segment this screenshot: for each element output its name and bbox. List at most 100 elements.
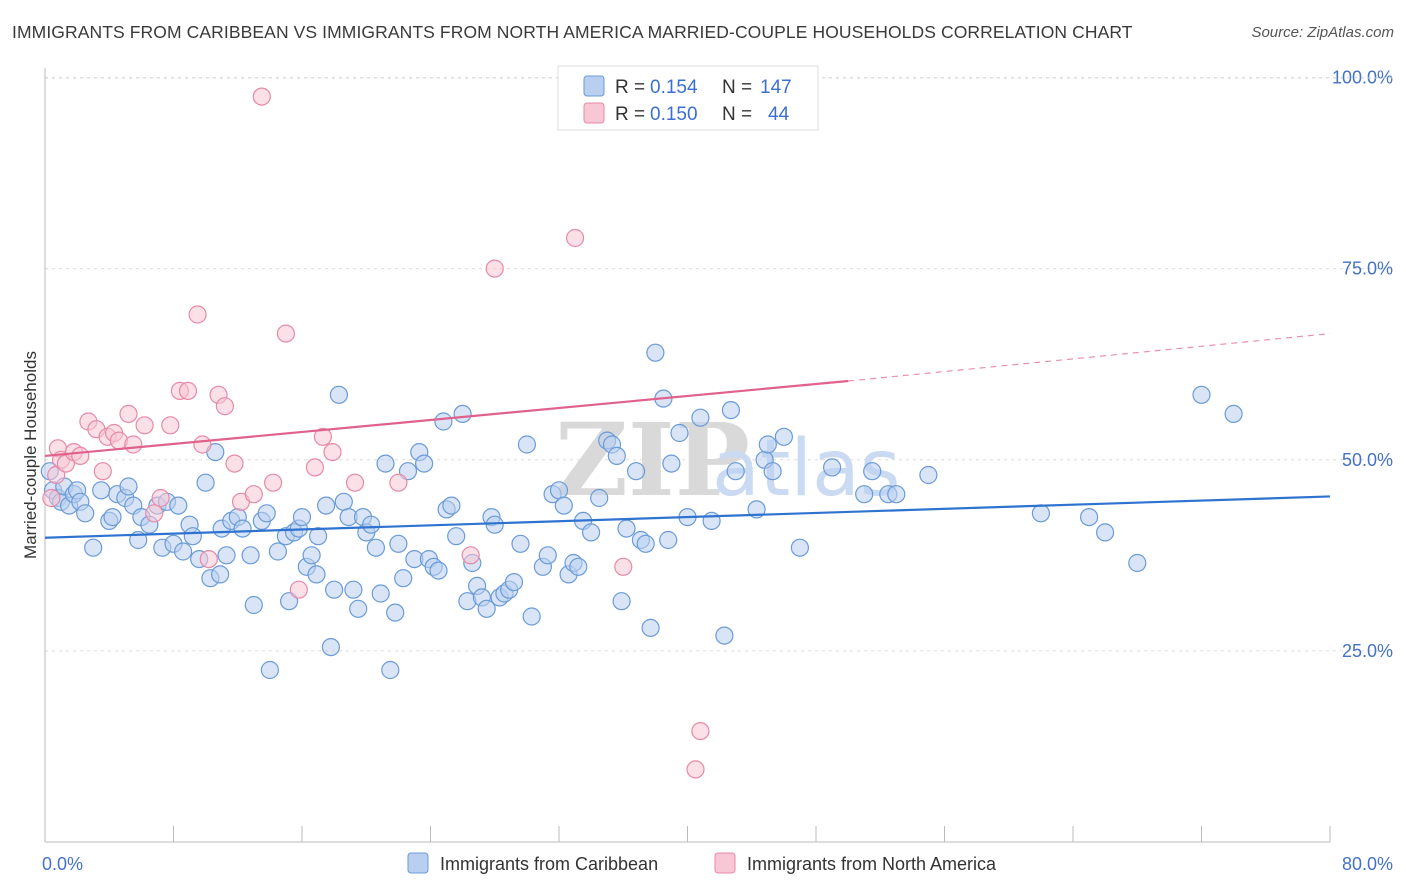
series-0-point-61 (349, 599, 368, 618)
series-0-point-28 (183, 527, 202, 546)
series-0-point-124 (691, 408, 710, 427)
series-0-point-79 (434, 412, 453, 431)
series-0-point-96 (517, 435, 537, 454)
series-0-point-146 (1224, 404, 1243, 423)
bottom-legend-swatch-caribbean (407, 852, 429, 874)
series-0-point-141 (1031, 504, 1051, 523)
series-0-point-143 (1095, 523, 1115, 542)
series-0-point-112 (612, 592, 631, 611)
series-0-point-55 (321, 637, 340, 657)
series-1-point-16 (145, 504, 164, 523)
series-0-point-38 (233, 519, 252, 538)
series-1-point-22 (193, 435, 212, 454)
series-1-point-35 (323, 443, 342, 462)
y-tick-label-0: 25.0% (1342, 641, 1393, 661)
series-1-point-15 (135, 416, 154, 435)
series-1-point-9 (93, 462, 112, 481)
series-0-point-58 (334, 492, 353, 511)
series-1-point-25 (215, 397, 234, 416)
x-tick-min: 0.0% (42, 854, 83, 874)
legend-swatch-north-america (583, 102, 605, 124)
bottom-legend-swatch-north-america (714, 852, 736, 874)
series-1-point-14 (124, 435, 143, 454)
series-0-point-70 (389, 534, 408, 553)
series-0-point-64 (362, 515, 381, 534)
bottom-legend-label-caribbean: Immigrants from Caribbean (440, 854, 658, 874)
bottom-legend: Immigrants from Caribbean Immigrants fro… (407, 852, 997, 874)
series-0-point-145 (1192, 385, 1211, 404)
series-0-point-39 (241, 546, 260, 565)
series-0-point-105 (569, 557, 588, 576)
chart-title: IMMIGRANTS FROM CARIBBEAN VS IMMIGRANTS … (12, 22, 1133, 42)
series-0-point-68 (381, 660, 400, 680)
series-0-point-132 (763, 462, 782, 481)
series-0-point-125 (702, 511, 721, 531)
series-0-point-136 (855, 485, 874, 504)
series-0-point-108 (590, 488, 609, 508)
series-0-point-60 (344, 580, 363, 599)
series-0-point-101 (549, 481, 569, 500)
series-0-point-135 (822, 458, 842, 477)
top-legend: R = 0.154 N = 147 R = 0.150 N = 44 (557, 65, 819, 131)
legend-r-value-caribbean: 0.154 (650, 77, 698, 98)
series-0-points (40, 343, 1243, 680)
series-0-point-102 (554, 496, 573, 515)
series-0-point-13 (103, 507, 122, 527)
series-1-point-37 (389, 473, 408, 492)
series-0-point-128 (726, 462, 745, 481)
watermark-zip: ZIP (555, 401, 750, 519)
series-0-point-122 (670, 423, 689, 443)
series-1-point-38 (461, 546, 480, 565)
series-0-point-139 (887, 485, 906, 504)
legend-n-value-caribbean: 147 (760, 77, 792, 98)
series-0-point-49 (292, 507, 312, 527)
series-0-point-71 (394, 569, 413, 588)
series-0-point-82 (447, 527, 466, 546)
series-0-point-127 (721, 401, 741, 420)
series-0-point-53 (309, 527, 328, 546)
series-1-point-28 (244, 485, 263, 504)
series-0-point-51 (302, 546, 321, 565)
series-1-trendline (44, 379, 849, 458)
series-0-trendline (44, 495, 1331, 539)
series-0-point-56 (325, 580, 344, 599)
series-0-point-118 (646, 343, 665, 362)
series-0-point-94 (504, 572, 524, 592)
series-1-point-32 (289, 580, 308, 599)
series-1-point-33 (305, 458, 324, 477)
series-0-point-30 (196, 473, 215, 492)
series-1-point-34 (313, 427, 332, 446)
x-tick-max: 80.0% (1342, 854, 1393, 874)
series-0-point-43 (260, 660, 279, 680)
series-1-point-39 (485, 259, 504, 278)
series-0-point-67 (376, 454, 395, 473)
series-0-point-121 (662, 454, 681, 473)
series-0-point-11 (92, 481, 111, 500)
series-0-point-120 (659, 530, 678, 550)
series-1-point-26 (225, 454, 244, 473)
series-0-point-10 (84, 538, 103, 557)
series-0-point-111 (607, 446, 626, 465)
series-0-point-126 (715, 626, 734, 645)
series-0-point-66 (371, 584, 390, 603)
series-1-points (42, 87, 710, 779)
series-0-point-35 (217, 546, 236, 565)
series-0-point-113 (617, 519, 636, 538)
series-0-point-131 (758, 435, 777, 454)
series-0-point-137 (863, 462, 882, 481)
series-0-point-88 (477, 599, 496, 618)
series-0-point-42 (257, 504, 276, 523)
series-0-point-57 (329, 385, 348, 404)
series-0-point-142 (1079, 507, 1099, 527)
series-1-point-30 (264, 473, 283, 492)
series-0-point-97 (522, 607, 541, 626)
series-0-point-75 (415, 454, 434, 473)
series-1-point-21 (188, 305, 207, 324)
series-0-point-44 (268, 542, 287, 561)
series-1-point-13 (119, 404, 138, 423)
series-0-point-26 (174, 542, 193, 561)
series-0-point-117 (641, 618, 660, 638)
y-axis-label: Married-couple Households (21, 351, 40, 559)
trend-layer (44, 333, 1331, 539)
series-1-point-43 (691, 721, 710, 741)
